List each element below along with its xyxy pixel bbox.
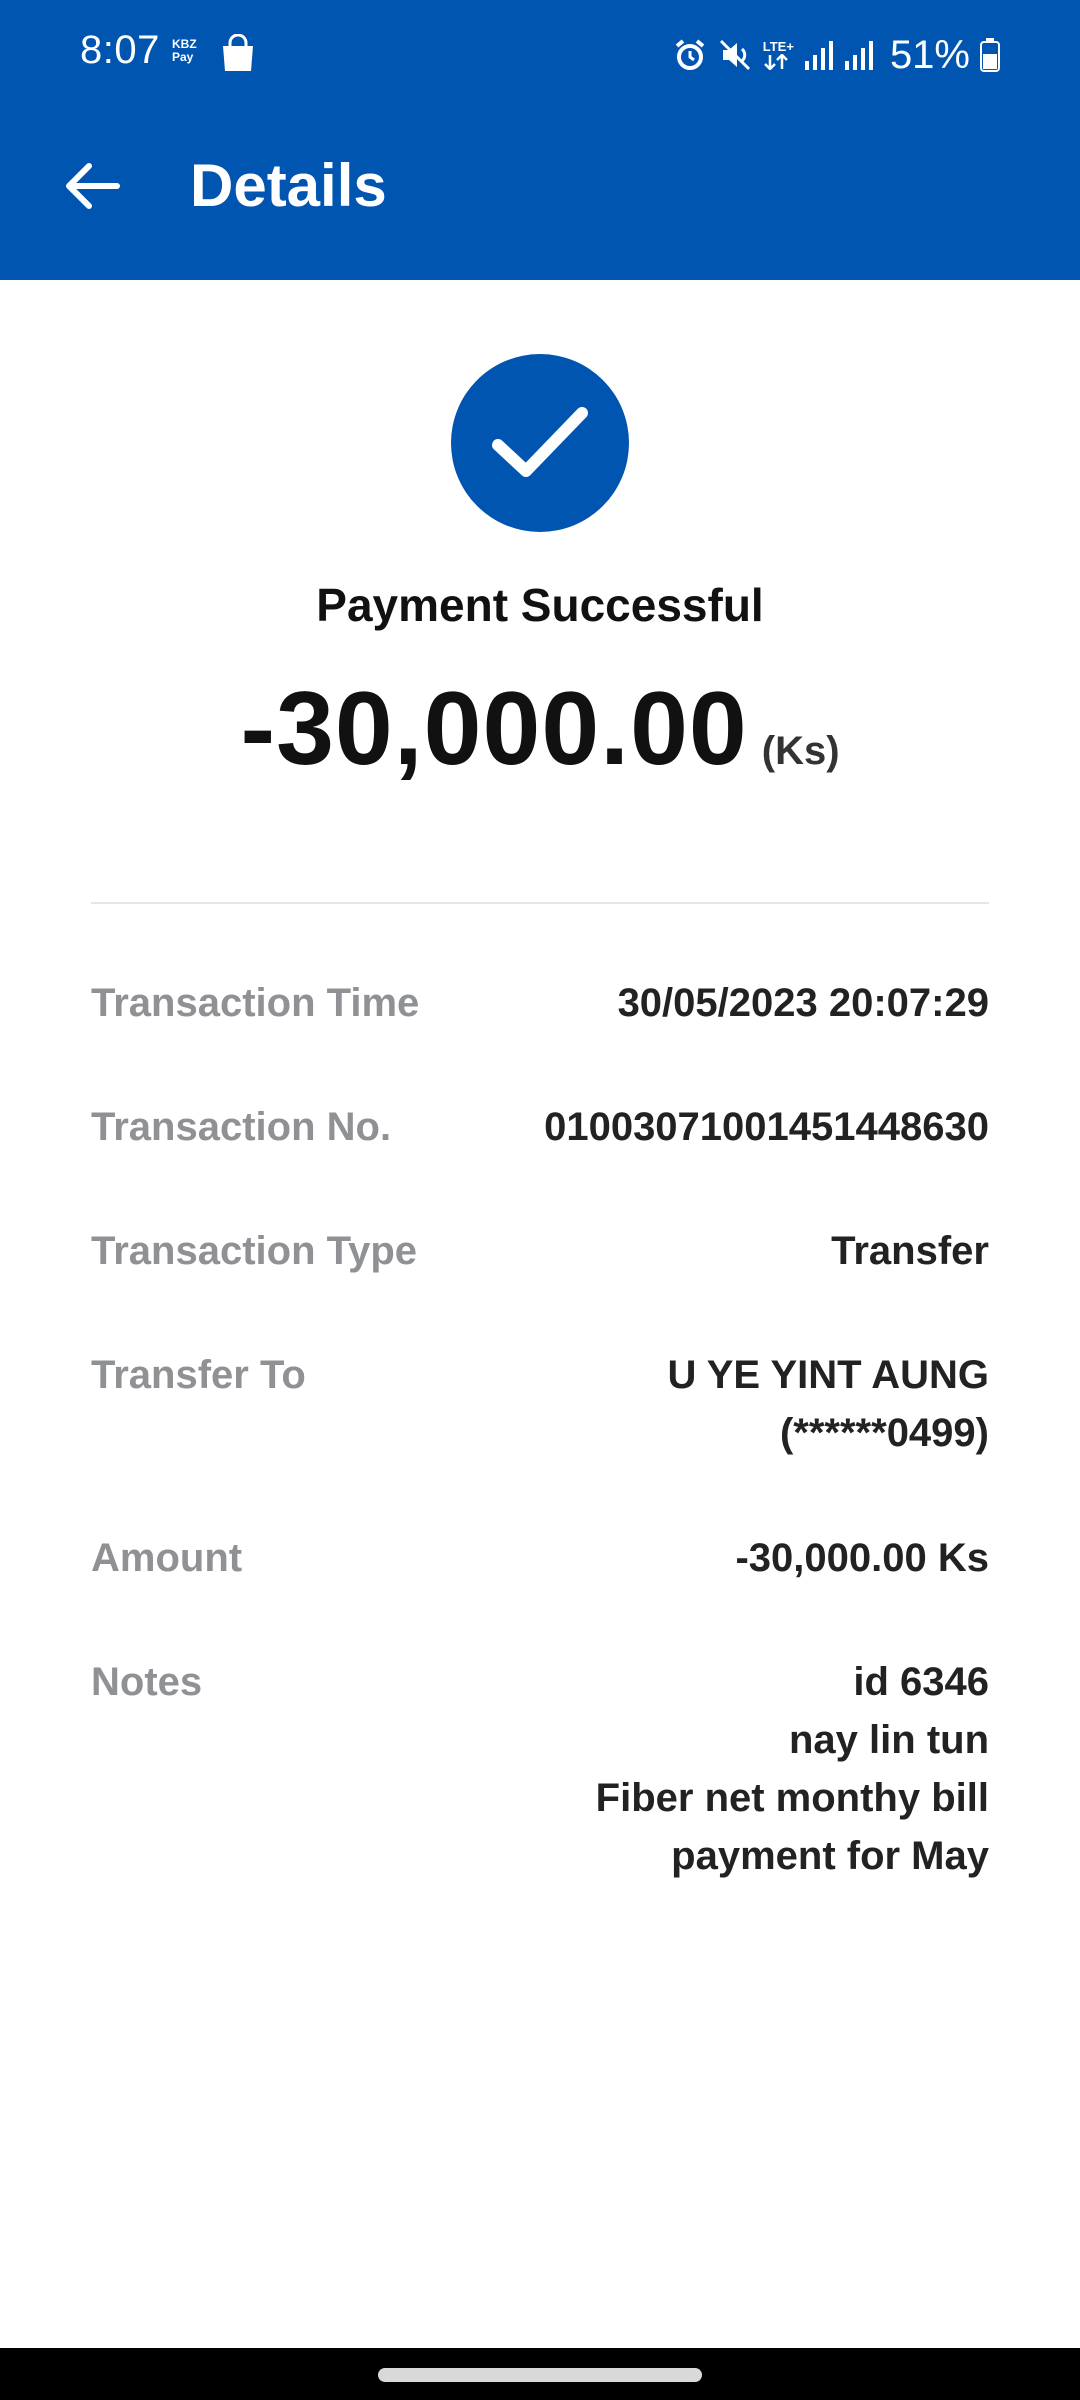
arrow-left-icon: [66, 163, 120, 209]
notes-line: Fiber net monthy bill: [595, 1776, 989, 1820]
recipient-phone: (******0499): [779, 1411, 989, 1455]
transaction-time-label: Transaction Time: [91, 981, 420, 1025]
system-nav-bar: [0, 2348, 1080, 2400]
pay-text: Pay: [172, 50, 194, 64]
notes-line: payment for May: [671, 1834, 989, 1878]
status-time: 8:07: [80, 28, 160, 72]
lte-text: LTE+: [762, 39, 794, 54]
amount-label: Amount: [91, 1536, 243, 1580]
signal-icon-sim1: [804, 41, 833, 70]
transaction-no-label: Transaction No.: [91, 1105, 392, 1149]
battery-percent: 51%: [889, 32, 970, 77]
transfer-to-label: Transfer To: [91, 1353, 306, 1397]
notes-value: id 6346 nay lin tun Fiber net monthy bil…: [596, 1653, 989, 1885]
payment-status: Payment Successful: [316, 579, 764, 631]
notes-line: nay lin tun: [789, 1718, 989, 1762]
transaction-no-value: 01003071001451448630: [544, 1105, 989, 1149]
signal-icon-sim2: [844, 41, 873, 70]
recipient-name: U YE YINT AUNG: [667, 1353, 989, 1397]
app-header: 8:07 KBZ Pay LTE+: [0, 0, 1080, 280]
transaction-type-value: Transfer: [831, 1229, 989, 1273]
amount-detail-value: -30,000.00 Ks: [735, 1536, 989, 1580]
kbzpay-notification-icon: KBZ Pay: [172, 38, 210, 70]
transfer-to-value: U YE YINT AUNG (******0499): [667, 1346, 989, 1462]
transaction-type-label: Transaction Type: [91, 1229, 418, 1273]
home-gesture-handle[interactable]: [378, 2368, 702, 2382]
status-bar: 8:07 KBZ Pay LTE+: [0, 0, 1080, 110]
divider: [91, 902, 989, 904]
transaction-time-value: 30/05/2023 20:07:29: [617, 981, 989, 1025]
amount-display: -30,000.00 (Ks): [0, 670, 1080, 789]
page-title: Details: [190, 152, 387, 219]
shopping-bag-icon: [223, 34, 253, 71]
lte-indicator: LTE+: [763, 40, 794, 70]
success-badge: [451, 354, 629, 532]
mute-icon: [719, 39, 750, 71]
notes-line: id 6346: [853, 1660, 989, 1704]
battery-icon: [980, 38, 1000, 72]
alarm-icon: [675, 39, 705, 70]
amount-unit: (Ks): [761, 729, 840, 773]
data-arrows-icon: [763, 54, 788, 70]
notes-label: Notes: [91, 1660, 203, 1704]
checkmark-icon: [492, 407, 588, 477]
kbz-text: KBZ: [172, 37, 197, 51]
status-icons: LTE+ 51%: [673, 30, 1000, 80]
back-button[interactable]: [52, 150, 132, 222]
amount-value: -30,000.00: [240, 671, 748, 787]
